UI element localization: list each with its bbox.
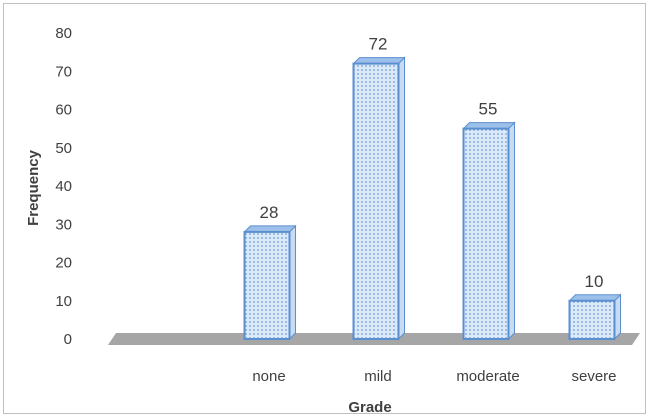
bar-mild xyxy=(352,56,406,341)
bar-front xyxy=(568,299,616,340)
bar-front xyxy=(462,127,510,340)
y-tick-label: 40 xyxy=(55,178,72,195)
y-tick-label: 70 xyxy=(55,63,72,80)
bar-front xyxy=(352,62,400,340)
chart-frame xyxy=(3,3,646,414)
y-tick-label: 60 xyxy=(55,102,72,119)
y-tick-label: 50 xyxy=(55,140,72,157)
x-tick-label: mild xyxy=(364,368,392,385)
x-tick-label: none xyxy=(252,368,285,385)
bar-severe xyxy=(568,293,622,341)
y-tick-label: 80 xyxy=(55,25,72,42)
y-axis-label: Frequency xyxy=(25,149,42,226)
y-tick-label: 0 xyxy=(64,331,72,348)
data-label: 10 xyxy=(585,272,604,291)
y-tick-label: 30 xyxy=(55,216,72,233)
data-label: 55 xyxy=(479,100,498,119)
x-tick-label: moderate xyxy=(456,368,519,385)
data-label: 72 xyxy=(369,35,388,54)
y-tick-label: 20 xyxy=(55,255,72,272)
x-axis-label: Grade xyxy=(348,399,391,416)
data-label: 28 xyxy=(260,203,279,222)
y-tick-label: 10 xyxy=(55,293,72,310)
bar-moderate xyxy=(462,121,516,341)
x-tick-label: severe xyxy=(571,368,616,385)
bar-front xyxy=(243,230,291,340)
bar-none xyxy=(243,224,297,341)
